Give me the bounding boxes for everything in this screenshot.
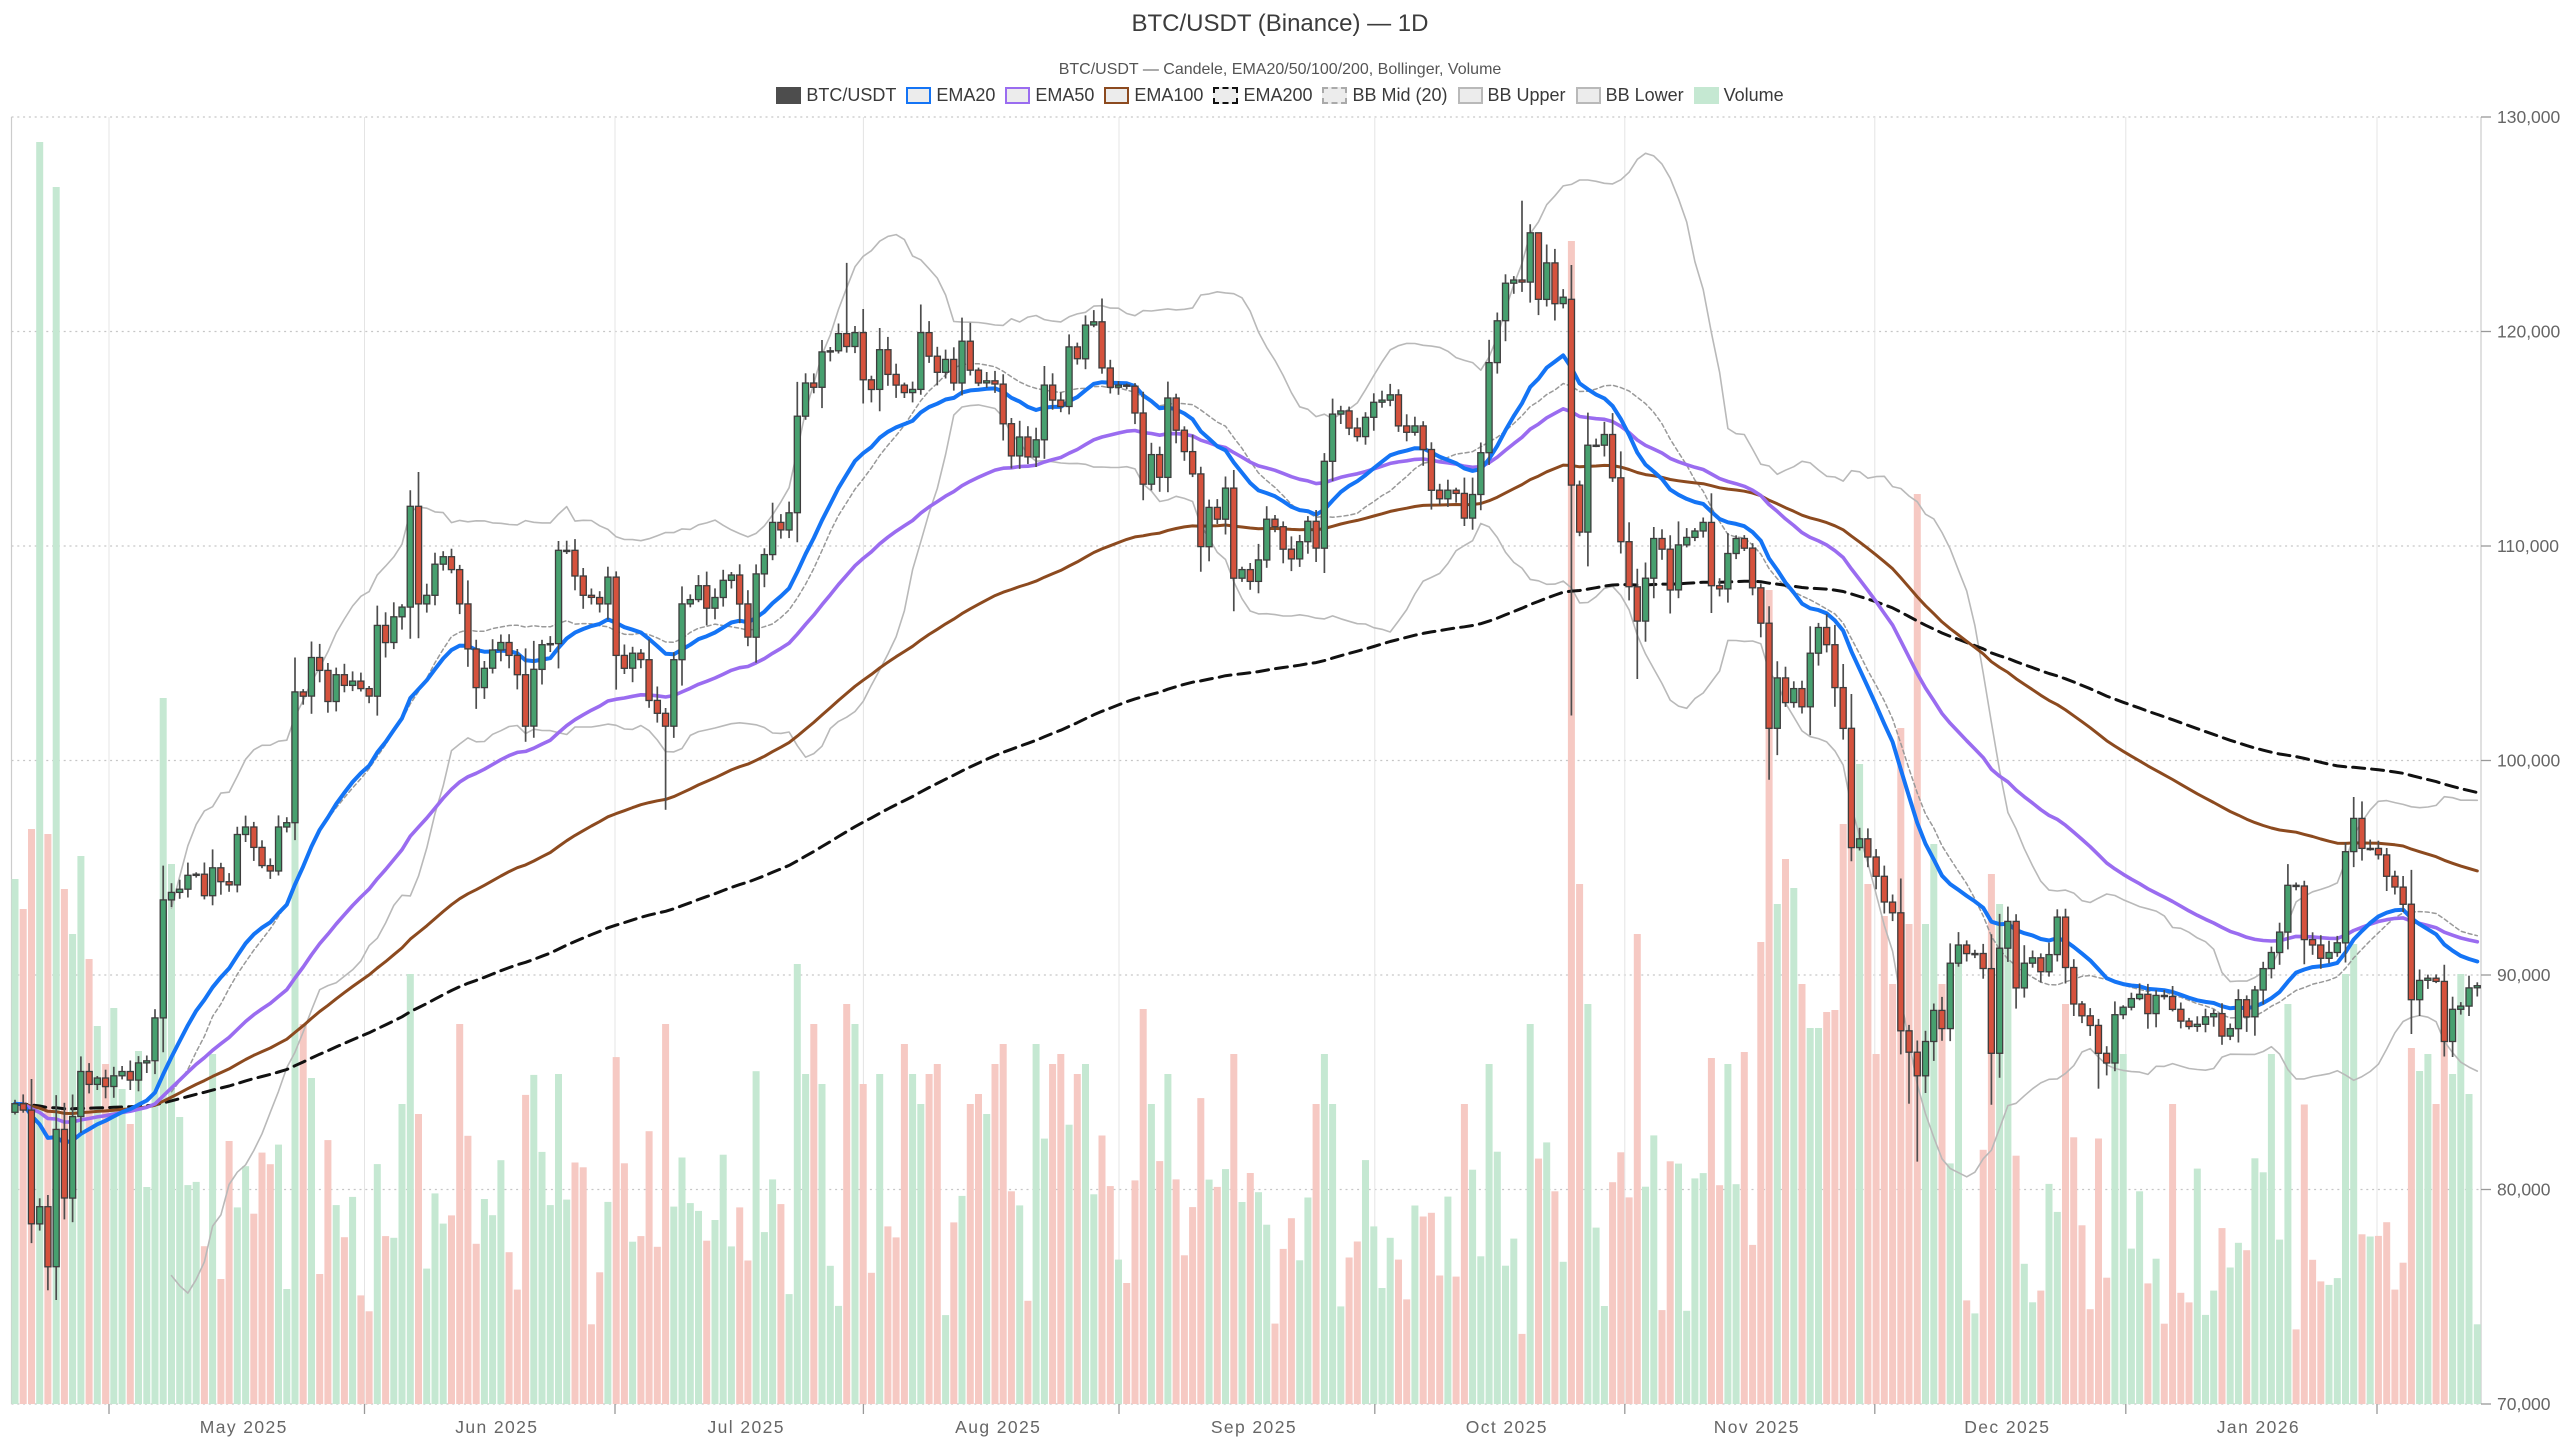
svg-text:110,000: 110,000 <box>2497 536 2559 556</box>
svg-text:Oct 2025: Oct 2025 <box>1466 1417 1548 1437</box>
svg-text:May 2025: May 2025 <box>200 1417 288 1437</box>
svg-text:120,000: 120,000 <box>2497 322 2560 342</box>
svg-text:100,000: 100,000 <box>2497 751 2560 771</box>
svg-text:Sep 2025: Sep 2025 <box>1211 1417 1297 1437</box>
svg-text:Jan 2026: Jan 2026 <box>2217 1417 2300 1437</box>
svg-text:70,000: 70,000 <box>2497 1394 2551 1414</box>
svg-text:Jun 2025: Jun 2025 <box>455 1417 538 1437</box>
svg-text:Nov 2025: Nov 2025 <box>1714 1417 1800 1437</box>
svg-text:80,000: 80,000 <box>2497 1180 2551 1200</box>
svg-text:Aug 2025: Aug 2025 <box>955 1417 1041 1437</box>
svg-text:Dec 2025: Dec 2025 <box>1964 1417 2050 1437</box>
svg-text:130,000: 130,000 <box>2497 107 2560 127</box>
svg-text:Jul 2025: Jul 2025 <box>708 1417 785 1437</box>
svg-text:90,000: 90,000 <box>2497 965 2551 985</box>
